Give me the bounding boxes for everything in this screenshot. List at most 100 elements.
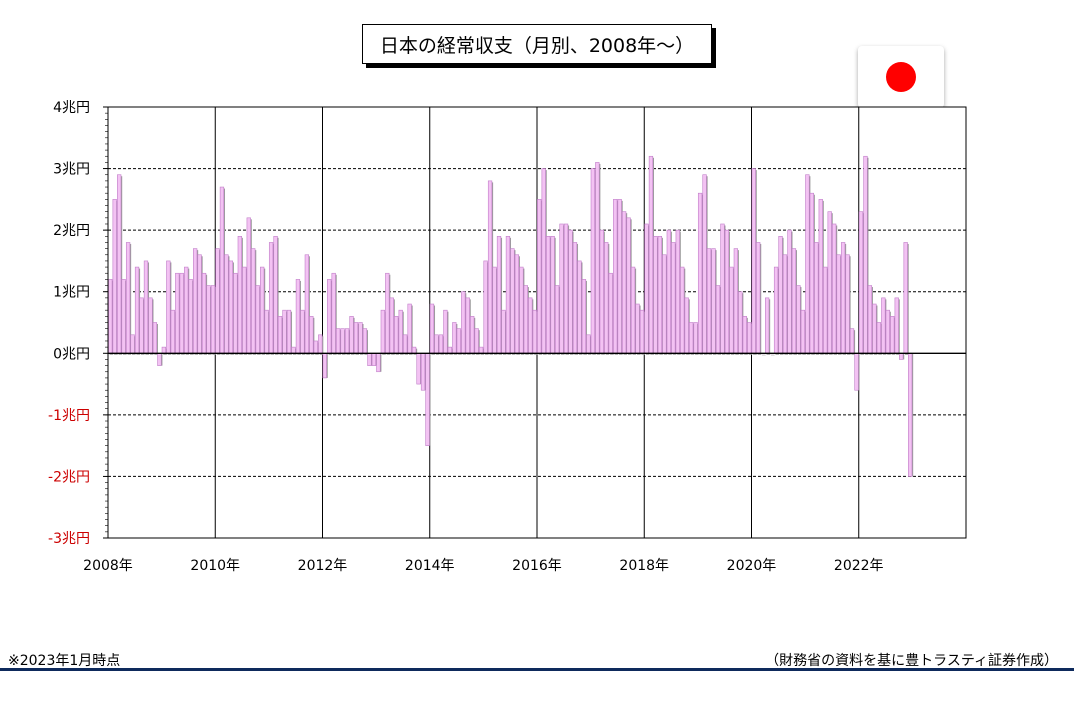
bar	[559, 223, 564, 354]
bar	[134, 266, 140, 354]
bar	[693, 322, 698, 354]
bar	[152, 322, 158, 354]
bar	[890, 316, 895, 354]
bar	[854, 352, 859, 391]
x-tick-label: 2014年	[405, 558, 455, 574]
bar	[805, 174, 810, 354]
bar	[295, 279, 301, 354]
bar	[179, 272, 184, 354]
bar	[228, 260, 234, 354]
bar	[340, 328, 345, 354]
bar	[456, 328, 461, 354]
bar	[702, 174, 707, 354]
bar	[644, 223, 649, 354]
bar	[425, 352, 430, 446]
bar	[327, 279, 332, 354]
bar	[452, 322, 457, 354]
bar	[827, 211, 832, 354]
bar	[331, 272, 336, 354]
bar	[286, 309, 292, 354]
bar	[117, 174, 122, 354]
x-tick-label: 2008年	[83, 558, 133, 574]
bar	[184, 266, 189, 354]
bar	[697, 192, 703, 354]
bar	[385, 272, 390, 354]
bar	[671, 242, 676, 354]
bar	[689, 322, 694, 354]
bar	[336, 328, 341, 354]
bar	[318, 334, 323, 354]
bar	[537, 199, 542, 354]
bar-shadow	[770, 354, 775, 356]
bar	[201, 272, 207, 354]
bar	[738, 291, 743, 354]
bar	[765, 297, 770, 354]
bar	[443, 309, 448, 354]
bar	[264, 309, 269, 354]
bar	[188, 279, 193, 354]
bar	[224, 254, 229, 354]
bar	[881, 297, 886, 354]
bar	[733, 248, 738, 354]
bar	[246, 217, 251, 354]
bar	[657, 236, 663, 354]
bar	[277, 316, 283, 354]
bar	[358, 322, 363, 354]
bar	[550, 236, 555, 354]
bar	[778, 236, 783, 354]
bar	[684, 297, 689, 354]
bar	[724, 229, 730, 354]
bar	[617, 199, 622, 354]
bar	[586, 334, 591, 354]
bar	[541, 168, 546, 354]
bar	[304, 254, 309, 354]
bar	[429, 303, 435, 354]
bar	[434, 334, 439, 354]
bar	[635, 303, 640, 354]
bar	[666, 229, 671, 354]
bar	[438, 334, 444, 354]
bar	[268, 242, 274, 354]
bar	[282, 309, 287, 354]
current-account-bar-chart: 4兆円 3兆円 2兆円 1兆円 0兆円 -1兆円 -2兆円 -3兆円 2008年 2010年 201…	[48, 100, 967, 574]
y-tick-label: 0兆円	[53, 346, 90, 362]
bar	[479, 346, 484, 354]
bar	[885, 309, 890, 354]
y-tick-label: -3兆円	[48, 531, 90, 547]
bar	[791, 248, 797, 354]
bar	[219, 186, 225, 354]
x-tick-label: 2020年	[727, 558, 777, 574]
bar	[796, 285, 801, 354]
bar	[501, 309, 506, 354]
bar	[711, 248, 716, 354]
bar	[465, 297, 470, 354]
bar	[492, 266, 497, 354]
bar	[242, 266, 247, 354]
bar	[416, 352, 421, 385]
bar	[639, 309, 645, 354]
bar	[367, 352, 372, 366]
bar	[157, 352, 162, 366]
bar	[121, 279, 126, 354]
bar	[863, 155, 868, 354]
bar	[175, 272, 180, 354]
chart-title: 日本の経常収支（月別、2008年～）	[362, 24, 712, 64]
bar	[604, 242, 609, 354]
bar	[125, 242, 131, 354]
bar	[398, 309, 403, 354]
bar	[166, 260, 171, 354]
bar	[260, 266, 265, 354]
bar	[371, 352, 377, 366]
bar	[300, 309, 305, 354]
bar	[403, 334, 408, 354]
bar	[608, 272, 613, 354]
bar	[546, 236, 551, 354]
bar	[148, 297, 153, 354]
bar	[653, 236, 658, 354]
bar	[112, 199, 117, 354]
bar	[894, 297, 899, 354]
footnote-source: （財務省の資料を基に豊トラスティ証券作成）	[765, 653, 1058, 669]
bar	[572, 242, 578, 354]
bar	[832, 223, 837, 354]
bar	[461, 291, 466, 354]
